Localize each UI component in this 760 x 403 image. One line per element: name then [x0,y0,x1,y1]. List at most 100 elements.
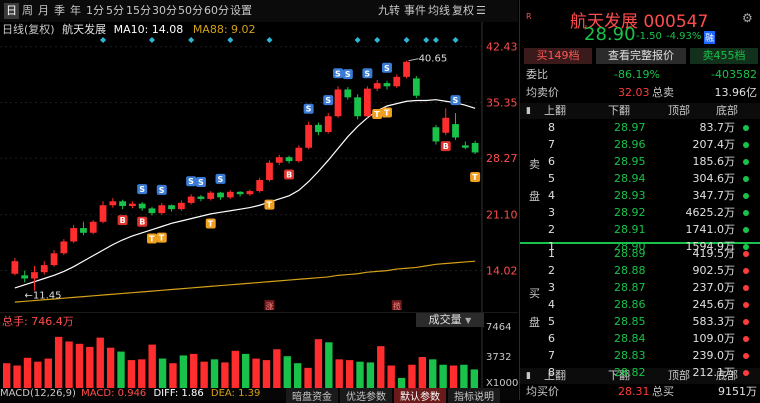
order-book-row[interactable]: 5 28.85 583.3万 [520,314,760,330]
candle-body[interactable] [11,261,19,274]
order-book-row[interactable]: 8 28.82 212.1万 [520,365,760,381]
candle-body[interactable] [393,76,401,87]
indicator-tab-0[interactable]: 暗盘资金 [286,388,338,403]
candle-body[interactable] [138,203,146,209]
candle-body[interactable] [246,191,254,195]
candle-body[interactable] [403,61,410,77]
candle-body[interactable] [471,143,479,153]
candle-body[interactable] [354,97,361,117]
period-tab-8[interactable]: 30分 [152,4,177,17]
buy-levels-button[interactable]: 卖455档 [690,48,758,64]
candle-body[interactable] [364,88,371,117]
candle-body[interactable] [275,157,283,163]
candle-body[interactable] [148,208,156,214]
period-tab-9[interactable]: 50分 [178,4,203,17]
indicator-tab-3[interactable]: 指标说明 [448,388,500,403]
candle-body[interactable] [344,89,352,98]
volume-tab[interactable]: 成交量 ▼ [416,313,484,327]
candle-body[interactable] [315,124,322,132]
candle-body[interactable] [324,116,332,132]
sell-levels-button[interactable]: 买149档 [524,48,592,64]
candle-body[interactable] [452,124,459,138]
period-tab-6[interactable]: 5分 [106,4,124,17]
candle-body[interactable] [266,162,273,181]
candle-body[interactable] [461,145,469,148]
candle-body[interactable] [412,78,420,96]
order-book-row[interactable]: 4 28.93 347.7万 [520,188,760,204]
page-control-0[interactable]: 上翻 [544,369,566,382]
menu-icon[interactable]: ☰ [476,4,486,17]
candle-body[interactable] [89,221,97,233]
page-control-0[interactable]: 上翻 [544,104,566,117]
candle-body[interactable] [217,192,224,198]
page-control-3[interactable]: 底部 [716,369,738,382]
candle-body[interactable] [31,272,38,279]
order-book-row[interactable]: 6 28.84 109.0万 [520,331,760,347]
candle-body[interactable] [60,241,68,254]
candle-body[interactable] [177,202,185,210]
candle-body[interactable] [187,196,195,203]
period-tab-0[interactable]: 日 [4,3,19,19]
page-control-2[interactable]: 顶部 [668,104,690,117]
indicator-tab-1[interactable]: 优选参数 [340,388,392,403]
indicator-tab-2[interactable]: 默认参数 [394,388,446,403]
candle-body[interactable] [197,196,205,199]
candle-body[interactable] [226,191,234,198]
order-book-row[interactable]: 7 28.96 207.4万 [520,137,760,153]
order-book-row[interactable]: 2 28.91 1741.0万 [520,222,760,238]
period-tab-1[interactable]: 周 [22,4,33,17]
full-quote-button[interactable]: 查看完整报价 [596,48,686,64]
order-book-row[interactable]: 6 28.95 185.6万 [520,154,760,170]
event-marker[interactable] [391,300,402,310]
candle-body[interactable] [168,205,175,210]
period-tab-3[interactable]: 季 [54,4,65,17]
period-tab-7[interactable]: 15分 [126,4,151,17]
candle-body[interactable] [21,275,29,279]
event-marker[interactable] [264,300,275,310]
candle-body[interactable] [305,124,313,148]
candle-body[interactable] [207,192,215,199]
candle-body[interactable] [295,147,303,162]
candle-body[interactable] [442,117,450,133]
order-book-row[interactable]: 1 28.90 1594.9万 [520,239,760,255]
candle-body[interactable] [334,89,342,117]
order-book-row[interactable]: 1 28.89 419.5万 [520,246,760,262]
page-control-2[interactable]: 顶部 [668,369,690,382]
page-control-1[interactable]: 下翻 [608,104,630,117]
order-book-row[interactable]: 4 28.86 245.6万 [520,297,760,313]
order-book-row[interactable]: 3 28.92 4625.2万 [520,205,760,221]
candle-body[interactable] [373,83,381,89]
candle-body[interactable] [70,228,78,242]
candle-body[interactable] [158,205,166,214]
candle-body[interactable] [99,205,107,222]
candle-body[interactable] [256,180,264,192]
order-book-row[interactable]: 5 28.94 304.6万 [520,171,760,187]
order-book-row[interactable]: 8 28.97 83.7万 [520,120,760,136]
candle-body[interactable] [383,83,391,87]
candle-body[interactable] [432,127,440,142]
toolbar-right-item-3[interactable]: 复权 [452,4,474,17]
order-book-row[interactable]: 3 28.87 237.0万 [520,280,760,296]
period-tab-2[interactable]: 月 [38,4,49,17]
toolbar-right-item-2[interactable]: 均线 [428,4,450,17]
toolbar-right-item-0[interactable]: 九转 [378,4,400,17]
period-tab-5[interactable]: 1分 [86,4,104,17]
candle-body[interactable] [129,203,136,207]
gear-icon[interactable]: ⚙ [742,11,753,25]
candle-body[interactable] [80,228,87,233]
period-tab-10[interactable]: 60分 [204,4,229,17]
candle-body[interactable] [236,191,244,195]
page-control-3[interactable]: 底部 [716,104,738,117]
candle-body[interactable] [109,201,117,206]
toolbar-right-item-1[interactable]: 事件 [404,4,426,17]
order-book-row[interactable]: 7 28.83 239.0万 [520,348,760,364]
candle-body[interactable] [40,265,48,273]
period-tab-4[interactable]: 年 [70,4,81,17]
order-book-row[interactable]: 2 28.88 902.5万 [520,263,760,279]
candle-body[interactable] [50,253,58,266]
period-tab-11[interactable]: 设置 [230,4,252,17]
candle-body[interactable] [285,157,293,162]
page-control-1[interactable]: 下翻 [608,369,630,382]
candle-body[interactable] [119,201,126,207]
